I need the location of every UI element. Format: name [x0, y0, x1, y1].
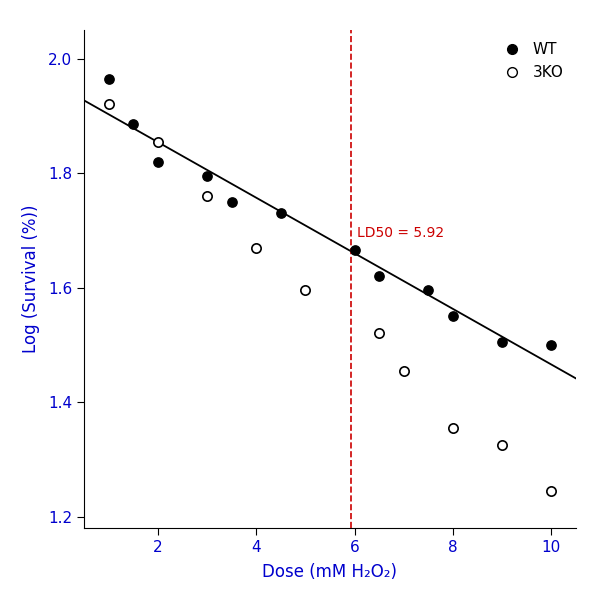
Point: [227, 197, 236, 206]
Point: [104, 100, 113, 109]
Point: [128, 119, 138, 129]
Point: [547, 340, 556, 350]
Point: [374, 271, 384, 281]
Point: [448, 423, 458, 433]
Point: [153, 137, 163, 146]
X-axis label: Dose (mM H₂O₂): Dose (mM H₂O₂): [263, 563, 398, 581]
Point: [276, 208, 286, 218]
Point: [497, 337, 507, 347]
Point: [399, 366, 409, 376]
Point: [104, 74, 113, 83]
Legend: WT, 3KO: WT, 3KO: [491, 38, 568, 85]
Text: LD50 = 5.92: LD50 = 5.92: [356, 226, 443, 240]
Y-axis label: Log (Survival (%)): Log (Survival (%)): [22, 205, 40, 353]
Point: [202, 191, 212, 201]
Point: [350, 245, 359, 255]
Point: [547, 486, 556, 496]
Point: [153, 157, 163, 166]
Point: [374, 329, 384, 338]
Point: [424, 286, 433, 295]
Point: [448, 311, 458, 321]
Point: [202, 171, 212, 181]
Point: [301, 286, 310, 295]
Point: [251, 243, 261, 253]
Point: [497, 440, 507, 450]
